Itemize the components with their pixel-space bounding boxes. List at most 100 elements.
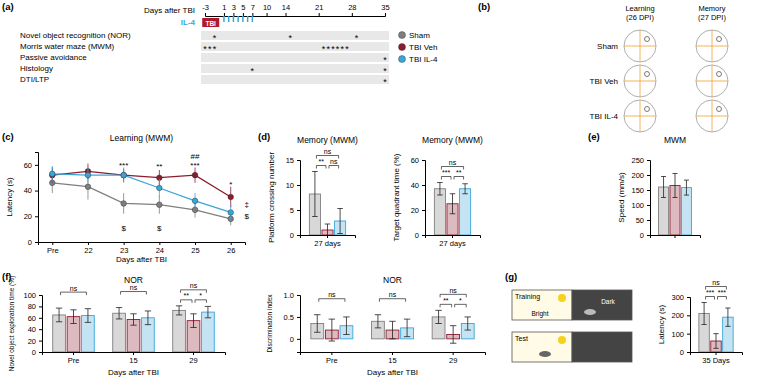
tick-label: 5 (241, 3, 245, 12)
point (228, 210, 234, 216)
tick: 22 (84, 242, 92, 255)
plot-area (53, 306, 215, 352)
tick-label: 14 (282, 3, 290, 12)
tick: 20 (28, 337, 42, 346)
chart: 020406027 days*****nsMemory (MWM)Target … (392, 135, 483, 248)
tick: 0 (640, 231, 650, 240)
tick-mark (205, 13, 206, 16)
tick: 28 (348, 3, 356, 16)
trajectories: Learning(26 DPI)Memory(27 DPI)ShamTBI Ve… (590, 4, 728, 132)
plot-area (309, 172, 345, 236)
axis: 27 days (301, 235, 356, 248)
tick: 3 (232, 3, 236, 16)
axis-title: Discrimination index (266, 294, 273, 353)
tick: 20 (411, 206, 425, 215)
annotation: $ (157, 224, 162, 233)
treatment-tick (223, 16, 225, 22)
tick-mark (243, 13, 244, 16)
tick: 100 (23, 291, 42, 300)
tick-label: 25 (191, 246, 199, 255)
tick-mark (422, 210, 425, 211)
axis-line (297, 161, 301, 236)
tick-label: 28 (348, 3, 356, 12)
significance-bracket (121, 292, 147, 295)
tick-label: 300 (671, 293, 684, 302)
row-label: Passive avoidance (20, 53, 87, 62)
panel-label: (b) (478, 1, 490, 12)
row-band (201, 53, 389, 62)
chart: 00.51.0Pre1529nsns***nsNORDiscrimination… (266, 275, 486, 377)
tick: 0 (415, 231, 425, 240)
tick-mark (422, 235, 425, 236)
tick-mark (422, 185, 425, 186)
tick: 21 (315, 3, 323, 16)
tick: 10 (286, 181, 300, 190)
error-bar (389, 321, 395, 339)
tick-mark (73, 352, 74, 355)
error-bar (435, 310, 441, 323)
significance-label: ns (449, 159, 457, 166)
bright-compartment (512, 332, 572, 362)
bar (460, 189, 471, 235)
tick-mark (687, 315, 690, 316)
tick: 10 (263, 3, 271, 16)
session-marker: * (289, 33, 293, 43)
tick: 0 (290, 335, 300, 344)
tick-label: Pre (47, 246, 59, 255)
passive-avoidance-scheme: TrainingTestBrightDark (512, 290, 632, 362)
significance-bracket (441, 177, 451, 180)
tick: 20 (24, 212, 38, 221)
error-bar (343, 317, 349, 335)
row-label: TBI IL-4 (590, 112, 619, 121)
significance-label: ns (324, 148, 332, 155)
significance-label: *** (718, 289, 726, 296)
session-marker: * (331, 44, 335, 54)
error-bar (661, 177, 666, 198)
tick-mark (133, 352, 134, 355)
tick-label: 22 (84, 246, 92, 255)
axis-title: Target quadrant time (%) (392, 153, 401, 241)
axis (651, 235, 701, 238)
axis-line (297, 296, 301, 353)
platform (645, 107, 650, 112)
tick: 40 (24, 186, 38, 195)
chart-title: Memory (MWM) (422, 135, 483, 145)
annotation: *** (119, 161, 128, 170)
significance-label: ** (443, 297, 449, 304)
axis-title: Novel object exploration time (%) (8, 276, 16, 371)
quadrant-line (640, 100, 641, 132)
tick-mark (452, 235, 453, 238)
tick-mark (647, 220, 650, 221)
tick: 26 (227, 242, 235, 255)
axis-title: Days after TBI (367, 368, 418, 377)
tick: 24 (156, 242, 164, 255)
session-marker: * (203, 44, 207, 54)
legend: ShamTBI VehTBI IL-4 (399, 31, 439, 64)
axis-title: Speed (mm/s) (617, 172, 626, 223)
axis-line (301, 236, 356, 239)
error-bar (176, 306, 182, 315)
error-bar (337, 209, 343, 234)
tick: 27 days (314, 235, 341, 248)
tick-mark (687, 352, 690, 353)
tick-label: 7 (251, 3, 255, 12)
tick-mark (297, 339, 300, 340)
row-band (201, 31, 389, 40)
line (52, 174, 230, 213)
axis: 050100150200250 (631, 156, 650, 240)
tick-label: 150 (631, 186, 644, 195)
event-box (202, 18, 219, 27)
session-marker: * (355, 33, 359, 43)
significance-bracket (441, 167, 463, 170)
point (121, 172, 127, 178)
tick-label: 20 (28, 337, 36, 346)
axis-line (39, 296, 43, 353)
axis-line (301, 353, 486, 356)
tick-label: 200 (631, 171, 644, 180)
row-label: Histology (20, 64, 53, 73)
tick-label: Pre (68, 356, 80, 365)
session-marker: * (251, 66, 255, 76)
stage-label: Training (515, 293, 540, 301)
tick: 60 (411, 156, 425, 165)
annotation: ## (191, 152, 200, 161)
